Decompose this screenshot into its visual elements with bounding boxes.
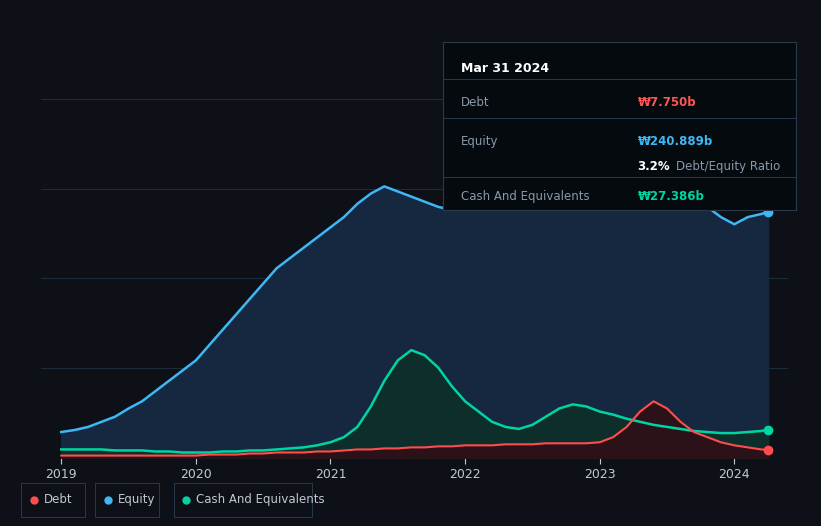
Text: Debt/Equity Ratio: Debt/Equity Ratio: [677, 160, 781, 173]
Text: ₩7.750b: ₩7.750b: [638, 96, 696, 109]
Text: 3.2%: 3.2%: [638, 160, 670, 173]
Text: Mar 31 2024: Mar 31 2024: [461, 62, 549, 75]
Text: Cash And Equivalents: Cash And Equivalents: [461, 190, 589, 203]
Text: Equity: Equity: [117, 493, 155, 506]
Text: ₩240.889b: ₩240.889b: [638, 135, 713, 148]
Text: ₩27.386b: ₩27.386b: [638, 190, 704, 203]
Text: Cash And Equivalents: Cash And Equivalents: [196, 493, 325, 506]
Text: Equity: Equity: [461, 135, 498, 148]
Text: Debt: Debt: [461, 96, 489, 109]
Text: Debt: Debt: [44, 493, 72, 506]
